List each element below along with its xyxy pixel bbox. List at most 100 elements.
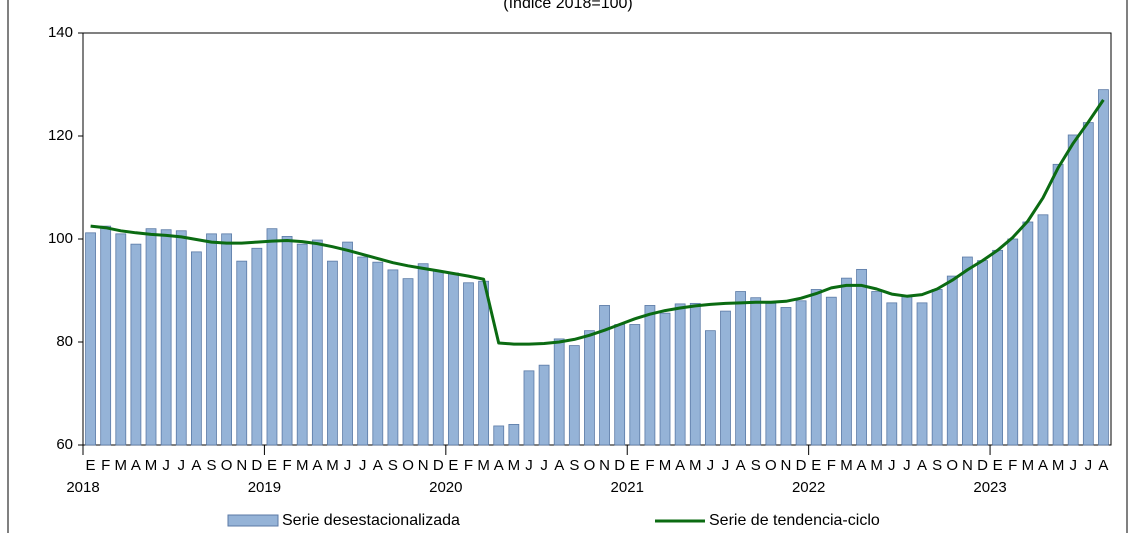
x-tick-label: J bbox=[359, 457, 367, 474]
year-label: 2022 bbox=[792, 479, 825, 496]
bar bbox=[447, 272, 459, 446]
x-tick-label: F bbox=[827, 457, 836, 474]
x-tick-label: F bbox=[464, 457, 473, 474]
bar bbox=[901, 296, 913, 446]
bar bbox=[720, 310, 731, 446]
bar bbox=[659, 312, 671, 446]
x-tick-label: A bbox=[494, 457, 504, 474]
x-tick-label: J bbox=[162, 457, 170, 474]
bar bbox=[629, 324, 641, 446]
year-label: 2023 bbox=[973, 479, 1006, 496]
bar bbox=[206, 233, 217, 446]
bar bbox=[221, 233, 233, 446]
x-tick-label: S bbox=[569, 457, 579, 474]
bar bbox=[432, 270, 444, 446]
bar bbox=[1067, 134, 1079, 446]
legend-swatch bbox=[227, 514, 279, 527]
x-tick-label: F bbox=[1008, 457, 1017, 474]
bar bbox=[644, 305, 656, 446]
x-tick-label: J bbox=[888, 457, 896, 474]
bar bbox=[1098, 89, 1109, 446]
bar bbox=[85, 232, 96, 446]
bar bbox=[160, 229, 172, 446]
x-tick-label: E bbox=[993, 457, 1003, 474]
bar bbox=[568, 345, 580, 446]
x-tick-label: S bbox=[206, 457, 216, 474]
year-label: 2019 bbox=[248, 479, 281, 496]
bar bbox=[327, 260, 338, 446]
x-tick-label: M bbox=[870, 457, 883, 474]
x-tick-label: M bbox=[840, 457, 853, 474]
x-tick-label: A bbox=[736, 457, 746, 474]
bar bbox=[493, 425, 505, 446]
chart-title: (índice 2018=100) bbox=[503, 0, 632, 12]
bar bbox=[538, 364, 550, 446]
x-tick-label: S bbox=[751, 457, 761, 474]
legend-label: Serie desestacionalizada bbox=[282, 512, 460, 529]
x-tick-label: M bbox=[1022, 457, 1035, 474]
bar bbox=[236, 260, 248, 446]
year-label: 2018 bbox=[66, 479, 99, 496]
bar bbox=[931, 289, 943, 446]
x-tick-label: J bbox=[540, 457, 548, 474]
y-tick-label: 100 bbox=[48, 230, 73, 247]
bar bbox=[342, 241, 353, 446]
x-tick-label: J bbox=[178, 457, 186, 474]
bar bbox=[584, 330, 595, 446]
bar bbox=[508, 423, 520, 446]
bar bbox=[765, 302, 777, 446]
x-tick-label: M bbox=[296, 457, 309, 474]
x-tick-label: A bbox=[131, 457, 141, 474]
bar bbox=[463, 282, 474, 446]
x-tick-label: E bbox=[811, 457, 821, 474]
y-tick-label: 60 bbox=[56, 436, 73, 453]
bar bbox=[523, 370, 535, 446]
bar bbox=[961, 256, 973, 446]
bar bbox=[1052, 163, 1064, 446]
x-tick-label: D bbox=[614, 457, 625, 474]
bar bbox=[296, 243, 308, 446]
bar bbox=[311, 239, 323, 446]
x-tick-label: J bbox=[525, 457, 533, 474]
bar bbox=[553, 338, 565, 446]
bar bbox=[1082, 122, 1094, 446]
bar bbox=[175, 230, 187, 446]
x-tick-label: A bbox=[1038, 457, 1048, 474]
x-tick-label: D bbox=[251, 457, 262, 474]
bar bbox=[704, 330, 716, 446]
x-tick-label: S bbox=[388, 457, 398, 474]
x-tick-label: M bbox=[1052, 457, 1065, 474]
x-tick-label: N bbox=[236, 457, 247, 474]
y-tick-label: 140 bbox=[48, 24, 73, 41]
bar bbox=[977, 260, 988, 446]
x-tick-label: O bbox=[946, 457, 958, 474]
x-tick-label: E bbox=[448, 457, 458, 474]
x-tick-label: J bbox=[1069, 457, 1077, 474]
x-tick-label: E bbox=[86, 457, 96, 474]
x-tick-label: E bbox=[630, 457, 640, 474]
x-tick-label: E bbox=[267, 457, 277, 474]
bar bbox=[599, 305, 610, 446]
bar bbox=[357, 256, 369, 446]
bar bbox=[992, 249, 1004, 446]
bar bbox=[689, 302, 701, 446]
y-tick-label: 80 bbox=[56, 333, 73, 350]
bar bbox=[266, 228, 278, 446]
bar bbox=[1037, 214, 1049, 446]
x-tick-label: A bbox=[857, 457, 867, 474]
year-label: 2021 bbox=[611, 479, 644, 496]
x-tick-label: F bbox=[101, 457, 110, 474]
x-tick-label: M bbox=[508, 457, 521, 474]
bar bbox=[946, 275, 958, 446]
x-tick-label: M bbox=[115, 457, 128, 474]
x-tick-label: N bbox=[781, 457, 792, 474]
x-tick-label: J bbox=[707, 457, 715, 474]
bar bbox=[674, 303, 686, 446]
x-tick-label: O bbox=[765, 457, 777, 474]
bar bbox=[417, 263, 429, 446]
x-tick-label: M bbox=[689, 457, 702, 474]
bar bbox=[130, 243, 142, 446]
bar bbox=[916, 302, 928, 446]
bar bbox=[372, 261, 384, 446]
